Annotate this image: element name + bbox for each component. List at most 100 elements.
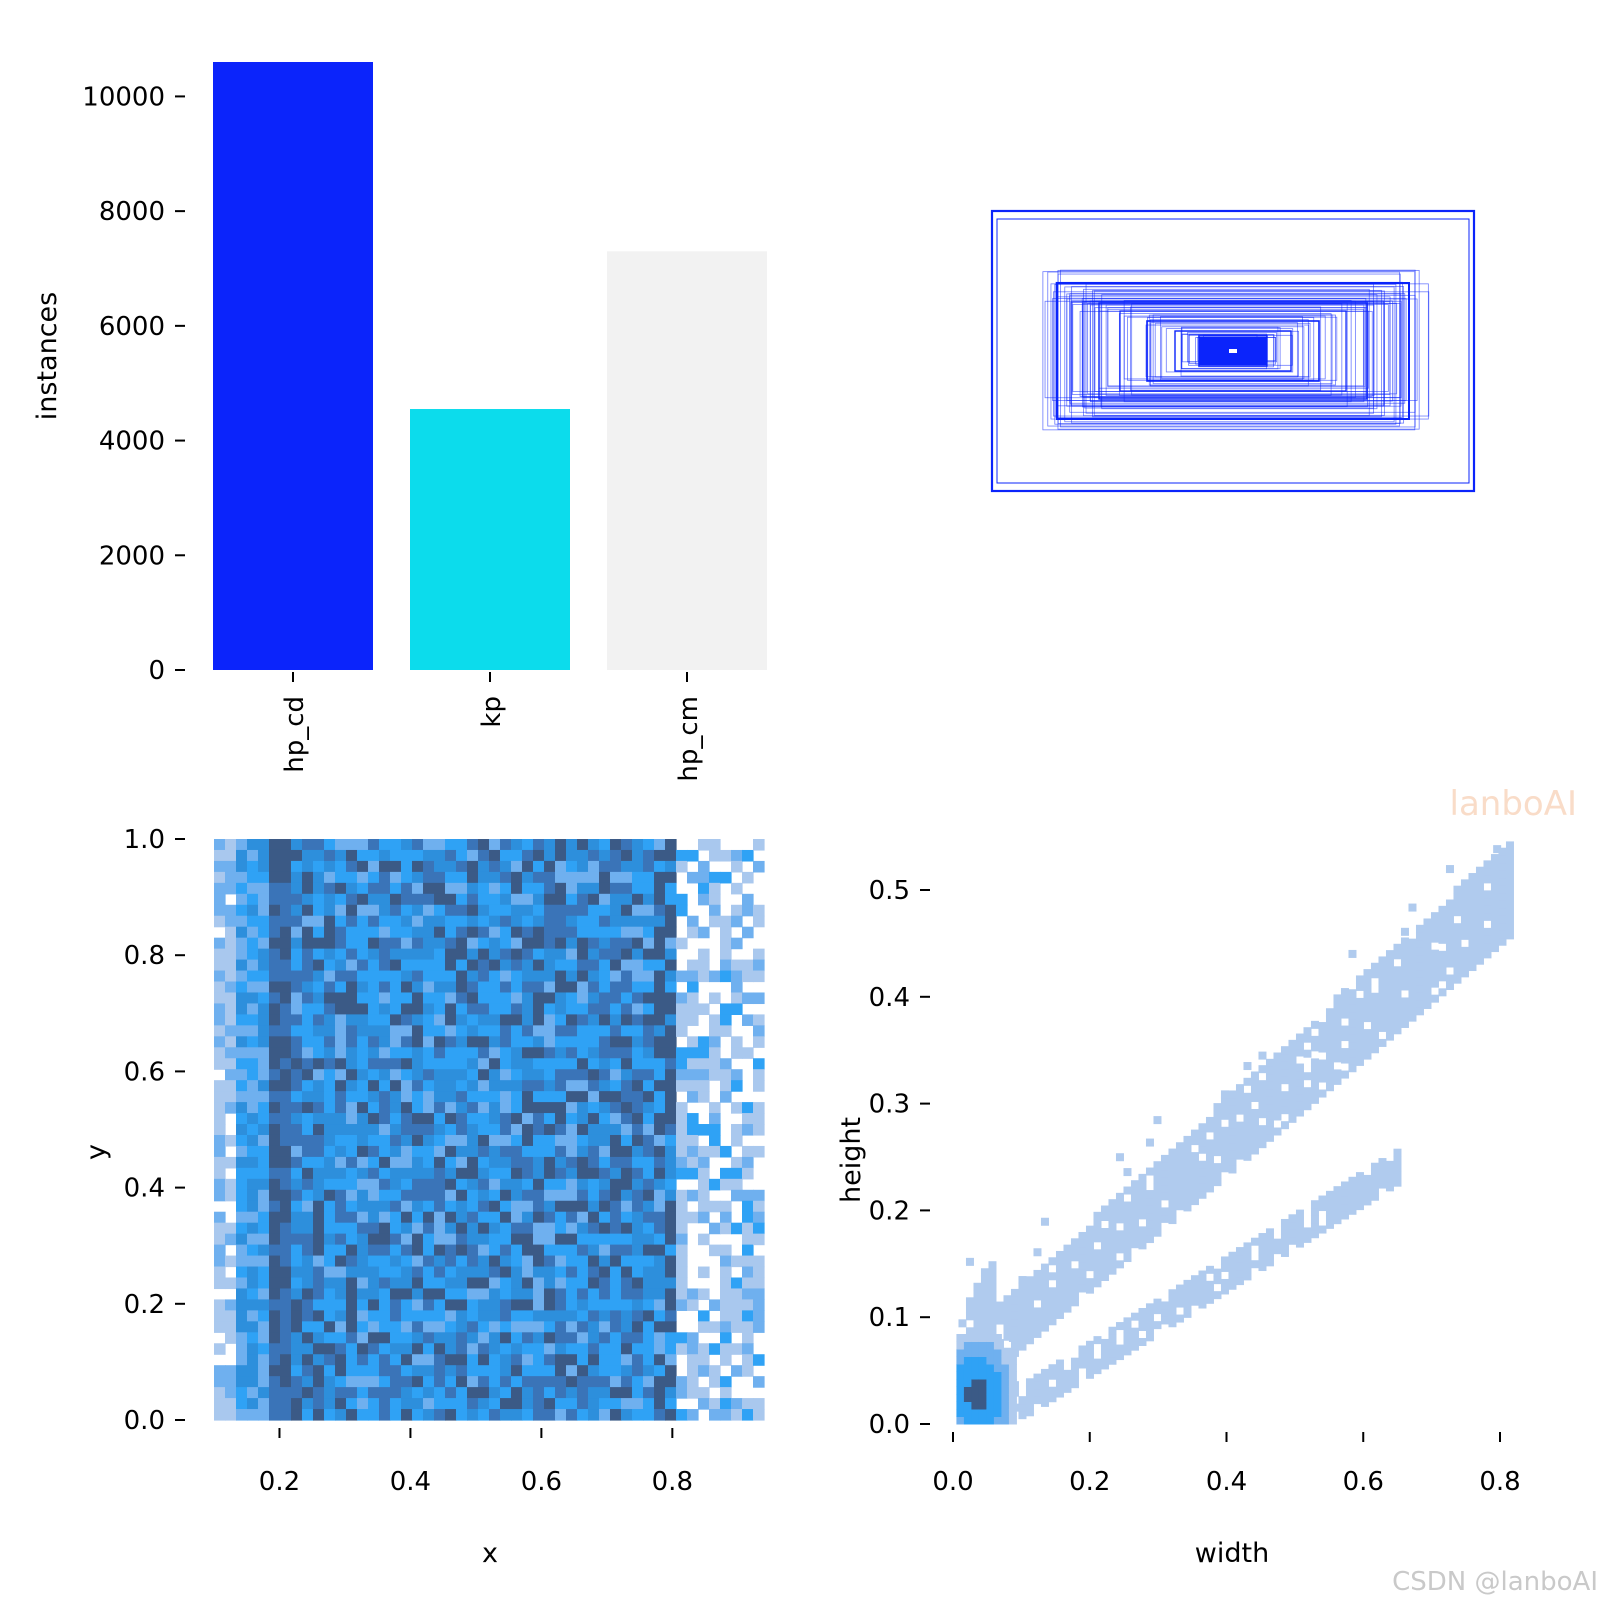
xy-heatmap-cell — [357, 1409, 369, 1421]
xy-heatmap-cell — [500, 1332, 512, 1344]
xy-heatmap-cell — [522, 1332, 534, 1344]
wh-heatmap-cell — [1228, 1135, 1237, 1144]
wh-heatmap-cell — [986, 1416, 995, 1425]
xy-heatmap-cell — [709, 1398, 721, 1410]
xy-heatmap-cell — [577, 959, 589, 972]
wh-heatmap-cell — [1280, 1121, 1289, 1130]
xy-heatmap-cell — [324, 948, 336, 961]
xy-heatmap-cell — [302, 1014, 314, 1026]
xy-heatmap-cell — [676, 1156, 688, 1169]
xy-heatmap-cell — [676, 1145, 688, 1158]
xy-heatmap-cell — [313, 1398, 325, 1410]
wh-heatmap-cell — [1153, 1176, 1162, 1185]
xy-heatmap-cell — [357, 1277, 369, 1290]
xy-heatmap-cell — [346, 1266, 358, 1279]
xy-heatmap-cell — [698, 1145, 710, 1158]
bar-xtick-label-hp_cm: hp_cm — [674, 696, 704, 782]
xy-heatmap-cell — [423, 915, 435, 928]
xy-heatmap-cell — [731, 1255, 743, 1268]
xy-heatmap-cell — [368, 1134, 380, 1147]
xy-heatmap-cell — [500, 871, 512, 884]
xy-heatmap-cell — [445, 948, 457, 961]
xy-heatmap-cell — [258, 1102, 270, 1114]
xy-heatmap-cell — [313, 1343, 325, 1355]
wh-heatmap-cell — [1175, 1172, 1184, 1181]
wh-heatmap-cell — [1100, 1258, 1109, 1267]
wh-heatmap-cell — [1348, 996, 1357, 1005]
wh-heatmap-cell — [1010, 1303, 1019, 1312]
wh-heatmap-cell — [1355, 1202, 1364, 1211]
xy-heatmap-cell — [753, 992, 765, 1005]
wh-heatmap-cell — [995, 1301, 1004, 1310]
xy-heatmap-cell — [643, 1277, 655, 1290]
xy-heatmap-cell — [676, 1211, 688, 1224]
xy-heatmap-cell — [566, 1222, 578, 1235]
xy-heatmap-cell — [368, 849, 380, 862]
xy-heatmap-cell — [522, 1014, 534, 1026]
xy-heatmap-cell — [731, 981, 743, 994]
xy-heatmap-cell — [456, 1255, 468, 1268]
xy-heatmap-cell — [632, 1387, 644, 1399]
xy-heatmap-cell — [291, 839, 303, 851]
xy-heatmap-cell — [610, 970, 622, 983]
xy-heatmap-cell — [346, 926, 358, 939]
xy-heatmap-cell — [302, 915, 314, 928]
xy-heatmap-cell — [269, 1036, 281, 1048]
xy-heatmap-cell — [489, 1058, 501, 1070]
xy-heatmap-cell — [654, 1178, 666, 1191]
xy-heatmap-cell — [577, 1080, 589, 1092]
xy-heatmap-cell — [247, 1156, 259, 1169]
xy-heatmap-cell — [434, 1255, 446, 1268]
xy-heatmap-cell — [423, 1332, 435, 1344]
xy-heatmap-cell — [368, 904, 380, 917]
xy-heatmap-cell — [566, 1343, 578, 1355]
xy-heatmap-cell — [643, 860, 655, 873]
wh-heatmap-cell — [980, 1275, 989, 1284]
xy-heatmap-cell — [566, 1178, 578, 1191]
xy-heatmap-cell — [445, 1332, 457, 1344]
wh-heatmap-cell — [1475, 911, 1484, 920]
wh-heatmap-cell — [1310, 1020, 1319, 1029]
xy-heatmap-cell — [445, 839, 457, 851]
xy-heatmap-cell — [236, 904, 248, 917]
xy-heatmap-cell — [478, 937, 490, 950]
xy-heatmap-cell — [423, 893, 435, 906]
xy-heatmap-cell — [643, 1134, 655, 1147]
xy-heatmap-cell — [500, 1134, 512, 1147]
xy-heatmap-cell — [401, 1255, 413, 1268]
xy-heatmap-cell — [522, 1354, 534, 1366]
xy-heatmap-cell — [687, 1014, 699, 1026]
wh-heatmap-cell — [1355, 1005, 1364, 1014]
wh-heatmap-cell — [1228, 1127, 1237, 1136]
xy-heatmap-cell — [346, 1047, 358, 1059]
xy-heatmap-cell — [588, 1332, 600, 1344]
xy-heatmap-cell — [709, 1102, 721, 1114]
xy-heatmap-cell — [401, 992, 413, 1005]
xy-heatmap-cell — [357, 1332, 369, 1344]
xy-heatmap-cell — [357, 904, 369, 917]
wh-heatmap-cell — [1190, 1189, 1199, 1198]
xy-heatmap-cell — [489, 1387, 501, 1399]
xy-heatmap-cell — [478, 1343, 490, 1355]
xy-heatmap-cell — [291, 893, 303, 906]
xy-heatmap-cell — [643, 1365, 655, 1377]
xy-heatmap-cell — [522, 1047, 534, 1059]
xy-heatmap-cell — [610, 1167, 622, 1180]
xy-heatmap-cell — [467, 1409, 479, 1421]
xy-heatmap-cell — [676, 1255, 688, 1268]
xy-heatmap-cell — [258, 1409, 270, 1421]
wh-heatmap-cell — [1070, 1380, 1079, 1389]
wh-heatmap-cell — [1048, 1317, 1057, 1326]
xy-heatmap-cell — [599, 1167, 611, 1180]
wh-heatmap-cell — [1220, 1263, 1229, 1272]
xy-heatmap-cell — [269, 1102, 281, 1114]
xy-heatmap-cell — [401, 893, 413, 906]
xy-heatmap-cell — [522, 992, 534, 1005]
xy-xtick-label-0.8: 0.8 — [652, 1467, 693, 1497]
xy-heatmap-cell — [610, 1409, 622, 1421]
xy-heatmap-cell — [720, 1310, 732, 1322]
xy-heatmap-cell — [291, 1288, 303, 1301]
xy-heatmap-cell — [269, 1387, 281, 1399]
xy-heatmap-cell — [610, 1102, 622, 1114]
xy-heatmap-cell — [632, 970, 644, 983]
